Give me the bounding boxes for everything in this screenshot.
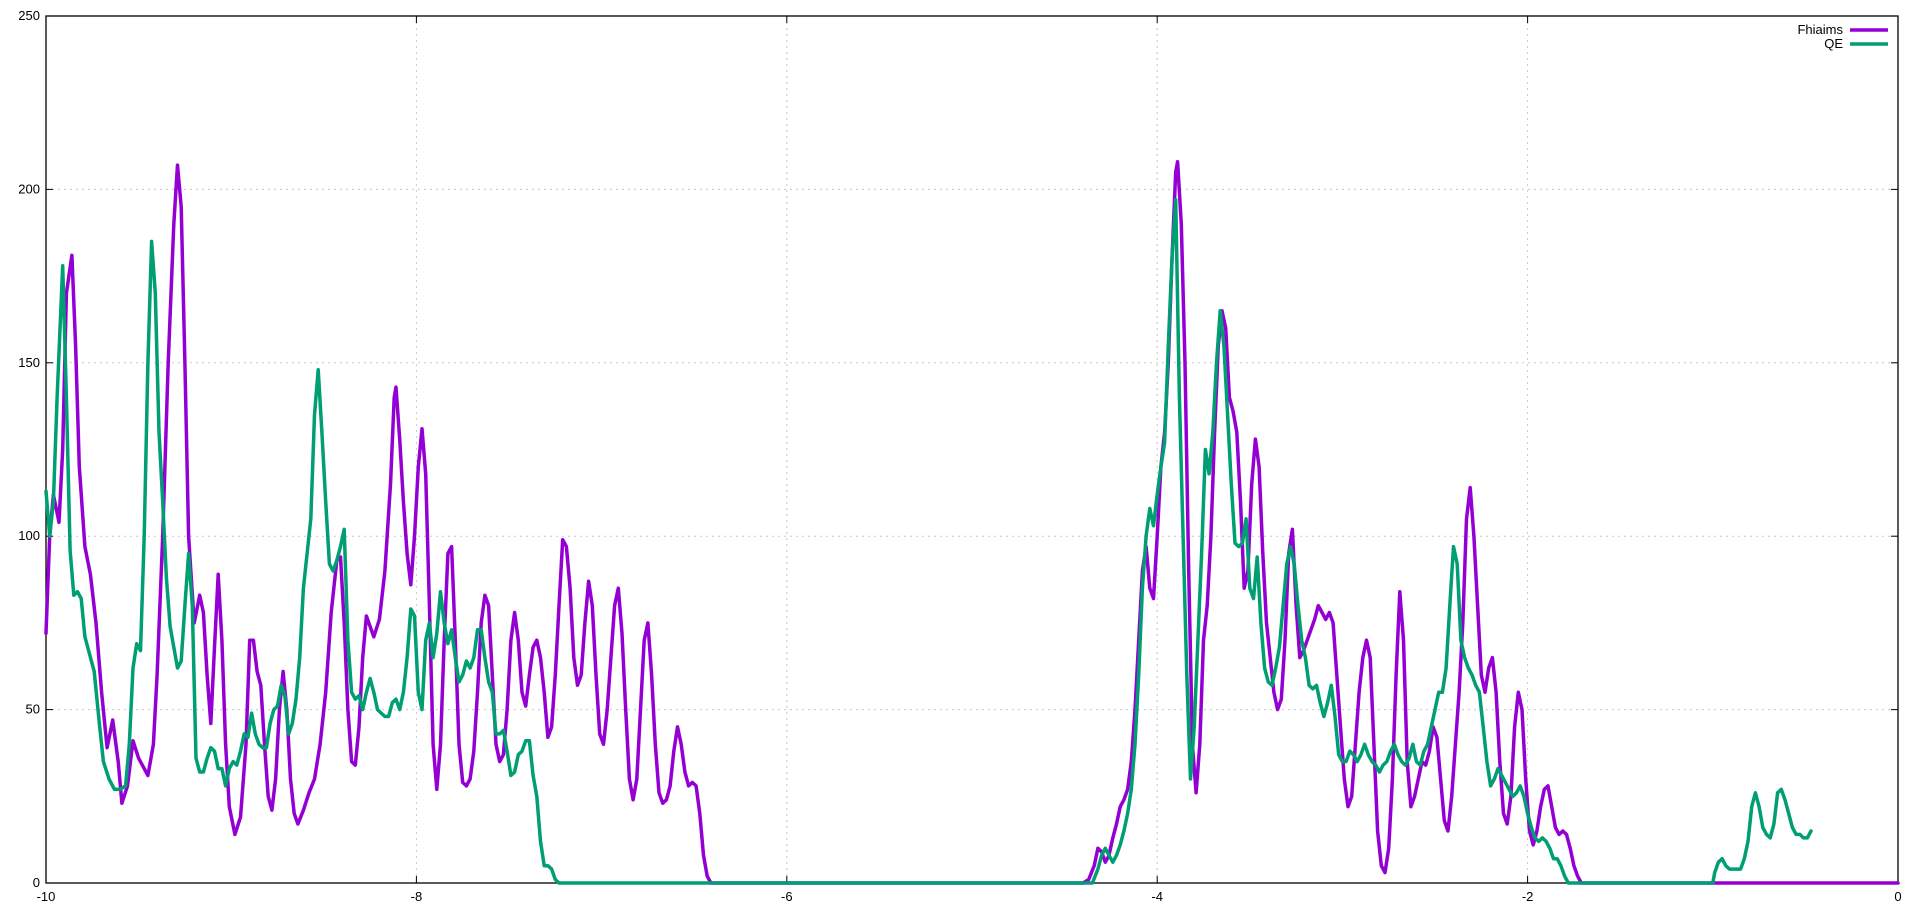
y-tick-label: 100 <box>18 528 40 543</box>
legend-label-qe: QE <box>1824 36 1843 51</box>
x-tick-label: -8 <box>411 889 423 904</box>
axis-ticks: -10 -8 -6 -4 -2 0 0 50 100 150 200 250 <box>18 8 1901 904</box>
x-tick-label: -10 <box>37 889 56 904</box>
legend-label-fhiaims: Fhiaims <box>1797 22 1843 37</box>
x-tick-label: -6 <box>781 889 793 904</box>
series-line-fhiaims <box>44 159 1900 885</box>
series-group <box>44 159 1900 885</box>
series-line-qe <box>44 198 1813 885</box>
y-tick-label: 50 <box>26 702 40 717</box>
x-tick-label: -4 <box>1151 889 1163 904</box>
y-tick-label: 0 <box>33 875 40 890</box>
y-tick-label: 200 <box>18 181 40 196</box>
legend: Fhiaims QE <box>1797 22 1888 51</box>
x-tick-label: -2 <box>1522 889 1534 904</box>
grid <box>46 16 1898 883</box>
x-tick-label: 0 <box>1894 889 1901 904</box>
y-tick-label: 250 <box>18 8 40 23</box>
y-tick-label: 150 <box>18 355 40 370</box>
